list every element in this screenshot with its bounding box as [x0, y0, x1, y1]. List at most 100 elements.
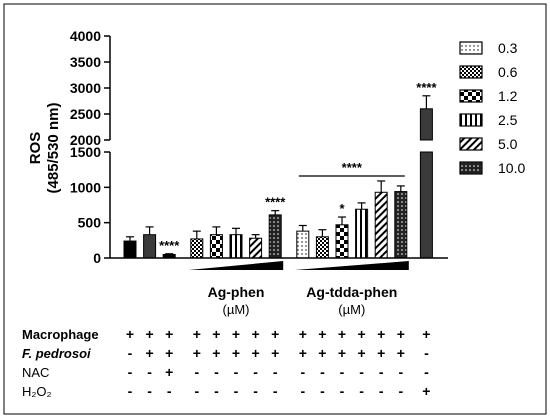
y-ticks-upper: 2000 2500 3000 3500 4000: [70, 28, 110, 148]
condition-cell: -: [128, 364, 133, 380]
condition-cell: +: [377, 345, 385, 361]
y-tick-label: 500: [78, 215, 102, 231]
figure-border: [3, 3, 547, 415]
bar: [394, 191, 408, 259]
y-tick-label: 2000: [70, 132, 101, 148]
condition-cell: +: [212, 345, 220, 361]
condition-cell: -: [214, 383, 219, 399]
condition-cell: +: [252, 345, 260, 361]
significance-bracket: ****: [298, 160, 405, 177]
condition-row-label: Macrophage: [22, 327, 99, 342]
concentration-wedge: [188, 261, 284, 270]
group-title: Ag-tdda-phen: [306, 284, 397, 300]
condition-cell: -: [320, 364, 325, 380]
condition-cell: +: [299, 345, 307, 361]
conditions-table: Macrophage + + + + + + + + + + + + + + +F. pedrosoi - + + +…: [22, 326, 430, 399]
legend-label: 10.0: [498, 160, 525, 176]
legend-label: 2.5: [498, 112, 518, 128]
condition-cell: +: [146, 326, 154, 342]
y-axis-label-line2: (485/530 nm): [45, 103, 62, 194]
bar: [268, 214, 282, 259]
condition-cell: +: [377, 326, 385, 342]
legend-label: 0.3: [498, 40, 518, 56]
bar: [315, 236, 329, 259]
condition-cell: -: [234, 383, 239, 399]
condition-cell: -: [424, 345, 429, 361]
condition-cell: -: [398, 383, 403, 399]
condition-cell: +: [165, 364, 173, 380]
y-tick-label: 1500: [70, 144, 101, 160]
y-tick-label: 2500: [70, 106, 101, 122]
condition-cell: -: [147, 364, 152, 380]
y-tick-label: 3500: [70, 54, 101, 70]
legend-label: 0.6: [498, 64, 518, 80]
condition-cell: -: [214, 364, 219, 380]
legend-swatch: [459, 41, 483, 55]
condition-cell: -: [359, 383, 364, 399]
legend-swatch: [459, 89, 483, 103]
condition-cell: -: [273, 383, 278, 399]
condition-cell: -: [300, 383, 305, 399]
chart-legend: 0.3 0.6 1.2 2.5 5.0 10.0: [459, 40, 525, 176]
condition-cell: +: [422, 383, 430, 399]
condition-row-label: H₂O₂: [22, 384, 52, 399]
condition-cell: +: [338, 345, 346, 361]
bar-upper-segment: [419, 108, 433, 141]
condition-cell: +: [358, 345, 366, 361]
significance-label: *: [339, 201, 345, 216]
condition-cell: -: [147, 383, 152, 399]
significance-label: ****: [265, 195, 286, 210]
condition-cell: -: [379, 383, 384, 399]
y-ticks-lower: 0 500 1000 1500: [70, 144, 110, 266]
y-axis-label-line1: ROS: [27, 132, 44, 165]
legend-swatch: [459, 113, 483, 127]
legend-swatch: [459, 65, 483, 79]
condition-cell: +: [212, 326, 220, 342]
condition-cell: -: [194, 383, 199, 399]
condition-cell: +: [232, 345, 240, 361]
y-tick-label: 1000: [70, 179, 101, 195]
legend-swatch: [459, 137, 483, 151]
condition-cell: -: [273, 364, 278, 380]
legend-swatch: [459, 161, 483, 175]
condition-cell: -: [167, 383, 172, 399]
condition-cell: +: [165, 326, 173, 342]
condition-cell: +: [358, 326, 366, 342]
condition-cell: -: [300, 364, 305, 380]
bracket-significance-label: ****: [342, 160, 363, 175]
bar: [229, 234, 243, 259]
condition-cell: -: [398, 364, 403, 380]
condition-cell: +: [252, 326, 260, 342]
condition-row-label: NAC: [22, 365, 49, 380]
condition-cell: -: [128, 383, 133, 399]
condition-cell: -: [379, 364, 384, 380]
condition-cell: +: [397, 326, 405, 342]
condition-cell: +: [165, 345, 173, 361]
bar: [419, 151, 433, 259]
concentration-wedges: [188, 261, 409, 270]
group-title: Ag-phen: [208, 284, 265, 300]
condition-cell: +: [271, 326, 279, 342]
legend-label: 5.0: [498, 136, 518, 152]
significance-label: ****: [159, 238, 180, 253]
condition-cell: -: [320, 383, 325, 399]
condition-cell: -: [340, 383, 345, 399]
bar: [190, 238, 204, 259]
condition-cell: -: [359, 364, 364, 380]
condition-cell: +: [338, 326, 346, 342]
bar-series: ******** *****: [123, 80, 437, 259]
bar: [143, 234, 157, 259]
bar: [249, 237, 263, 259]
condition-cell: +: [318, 326, 326, 342]
group-unit: (µM): [338, 302, 365, 317]
concentration-wedge: [294, 261, 409, 270]
condition-cell: -: [340, 364, 345, 380]
condition-cell: -: [253, 364, 258, 380]
condition-row-label: F. pedrosoi: [22, 346, 91, 361]
condition-cell: +: [193, 326, 201, 342]
legend-label: 1.2: [498, 88, 518, 104]
bar: [209, 234, 223, 259]
condition-cell: +: [422, 326, 430, 342]
group-labels: Ag-phen (µM) Ag-tdda-phen (µM): [208, 284, 398, 317]
bar: [374, 191, 388, 259]
